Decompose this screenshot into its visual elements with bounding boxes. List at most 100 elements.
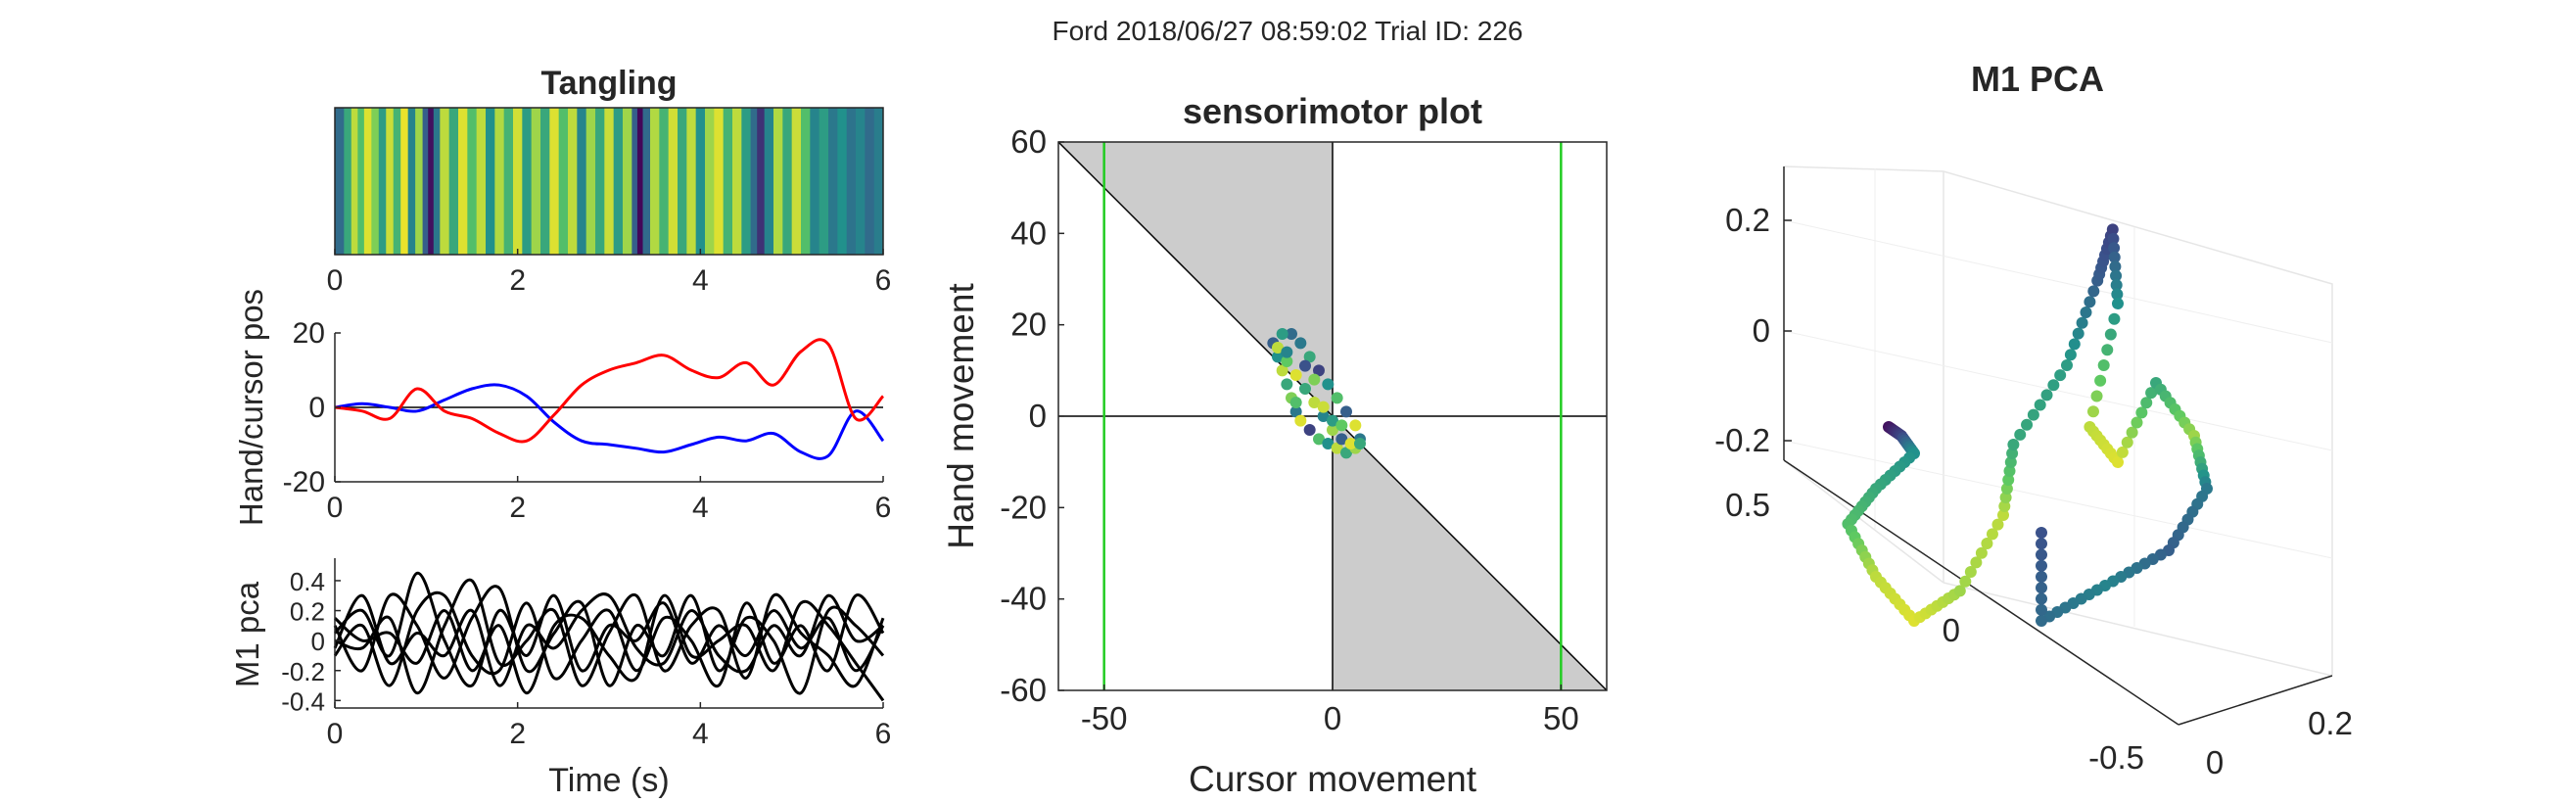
sensorimotor-point xyxy=(1276,364,1288,377)
tangling-stripe xyxy=(782,108,793,255)
sensorimotor-ytick-label: -40 xyxy=(1000,581,1047,617)
tangling-stripe xyxy=(714,108,725,255)
sensorimotor-point xyxy=(1281,346,1293,358)
sensorimotor-axes: sensorimotor plot Cursor movement Hand m… xyxy=(941,91,1608,799)
tangling-stripe xyxy=(819,108,829,255)
m1-pca-ytick-label: -0.4 xyxy=(281,686,325,716)
m1-pca-3d-point xyxy=(2068,338,2081,351)
m1-pca-3d-point xyxy=(1998,500,2011,512)
m1-pca-3d-ztick-label: -0.2 xyxy=(1714,422,1770,458)
hand-cursor-ytick-label: 20 xyxy=(293,317,325,350)
m1-pca-3d-point xyxy=(2094,374,2107,387)
sensorimotor-plot xyxy=(1057,141,1608,691)
m1-pca-series-1 xyxy=(333,585,885,695)
m1-pca-3d-point xyxy=(2110,269,2123,282)
m1-pca-3d-point xyxy=(1986,528,1998,541)
tangling-stripe xyxy=(604,108,615,255)
sensorimotor-xtick-label: -50 xyxy=(1081,700,1128,736)
box-grid-2 xyxy=(1783,330,2333,451)
m1-pca-3d-point xyxy=(2126,426,2138,439)
m1-pca-3d-point xyxy=(2107,232,2120,245)
m1-pca-3d-point xyxy=(2040,389,2053,402)
m1-pca-3d-point xyxy=(2036,527,2047,539)
tangling-stripe xyxy=(837,108,848,255)
sensorimotor-ytick-label: 0 xyxy=(1029,398,1047,434)
m1-pca-3d-point xyxy=(2036,615,2047,627)
tangling-stripe xyxy=(757,108,766,255)
m1-pca-3d-point xyxy=(2036,582,2047,594)
tangling-stripe xyxy=(642,108,651,255)
m1-pca-ytick-label: -0.2 xyxy=(281,657,325,686)
tangling-stripe xyxy=(335,108,345,255)
m1-pca-3d-box xyxy=(1783,165,2333,726)
tangling-stripe xyxy=(540,108,550,255)
tangling-stripe xyxy=(422,108,429,255)
figure-suptitle: Ford 2018/06/27 08:59:02 Trial ID: 226 xyxy=(1053,16,1523,46)
tangling-stripe xyxy=(659,108,670,255)
m1-pca-3d-point xyxy=(2027,408,2039,421)
tangling-stripe xyxy=(650,108,660,255)
m1-pca-3d-point xyxy=(1959,575,1972,588)
sensorimotor-point xyxy=(1308,397,1321,408)
m1-pca-3d-point xyxy=(2084,296,2096,308)
sensorimotor-point xyxy=(1349,419,1362,432)
m1-pca-3d-point xyxy=(2047,379,2060,392)
box-back-floor-1 xyxy=(1783,459,1944,584)
box-x-axis xyxy=(2178,675,2333,726)
tangling-stripe xyxy=(357,108,365,255)
m1-pca-3d-trajectory xyxy=(1842,223,2213,627)
m1-pca-3d-point xyxy=(2006,448,2019,459)
m1-pca-series-2 xyxy=(333,590,885,688)
m1-pca-3d-point xyxy=(2110,279,2123,292)
tangling-xticks: 0 2 4 6 xyxy=(327,249,891,297)
m1-pca-3d-point xyxy=(2061,359,2073,371)
m1-pca-3d-point xyxy=(2007,439,2020,450)
tangling-stripe xyxy=(828,108,838,255)
tangling-stripe xyxy=(393,108,401,255)
tangling-stripe xyxy=(723,108,733,255)
m1-pca-3d-point xyxy=(1964,566,1977,579)
tangling-stripe xyxy=(400,108,409,255)
m1-pca-3d-point xyxy=(2036,603,2047,616)
m1-pca-ytick-label: 0.2 xyxy=(290,597,325,627)
tangling-stripe xyxy=(433,108,441,255)
tangling-stripe xyxy=(549,108,560,255)
m1-pca-3d-point xyxy=(2140,397,2153,409)
sensorimotor-point xyxy=(1289,369,1302,381)
tangling-stripe xyxy=(363,108,372,255)
hand-cursor-ytick-label: -20 xyxy=(283,466,325,498)
m1-pca-3d-point xyxy=(1975,546,1988,559)
tangling-stripe xyxy=(344,108,352,255)
tangling-xtick-label: 4 xyxy=(692,264,709,297)
m1-pca-3d-point xyxy=(2036,548,2047,561)
m1-pca-xtick-label: 4 xyxy=(692,718,709,750)
sensorimotor-point xyxy=(1327,424,1338,436)
sensorimotor-point xyxy=(1303,351,1316,363)
hand-cursor-xtick-label: 4 xyxy=(692,492,709,524)
tangling-stripe xyxy=(856,108,866,255)
m1-pca-3d-point xyxy=(2131,416,2143,429)
hand-cursor-ytick-label: 0 xyxy=(308,392,325,424)
m1-pca-3d-point xyxy=(2090,390,2103,402)
m1-pca-xlabel: Time (s) xyxy=(548,762,669,799)
sensorimotor-point xyxy=(1322,378,1335,391)
tangling-stripe xyxy=(623,108,632,255)
m1-pca-3d-xtick-label: 0.2 xyxy=(2308,705,2353,741)
m1-pca-3d-point xyxy=(1970,556,1983,569)
m1-pca-time-ticks: 0 2 4 6-0.4-0.200.20.4 xyxy=(281,567,891,750)
tangling-stripe xyxy=(558,108,569,255)
m1-pca-ylabel: M1 pca xyxy=(229,581,265,687)
sensorimotor-point xyxy=(1322,438,1335,449)
m1-pca-3d-point xyxy=(2036,592,2047,605)
sensorimotor-ylabel: Hand movement xyxy=(941,283,981,549)
sensorimotor-ticks: -50 0 50 -60 -40 -20 0 20 40 60 xyxy=(1000,123,1578,736)
tangling-stripes xyxy=(335,108,884,255)
sensorimotor-point xyxy=(1340,405,1352,418)
m1-pca-3d-point xyxy=(2086,405,2099,418)
tangling-stripe xyxy=(741,108,752,255)
sensorimotor-ytick-label: 20 xyxy=(1010,307,1047,343)
sensorimotor-point xyxy=(1299,383,1311,395)
m1-pca-3d-point xyxy=(2087,285,2100,298)
m1-pca-3d-point xyxy=(2101,344,2114,356)
m1-pca-3d-point xyxy=(2145,387,2158,400)
